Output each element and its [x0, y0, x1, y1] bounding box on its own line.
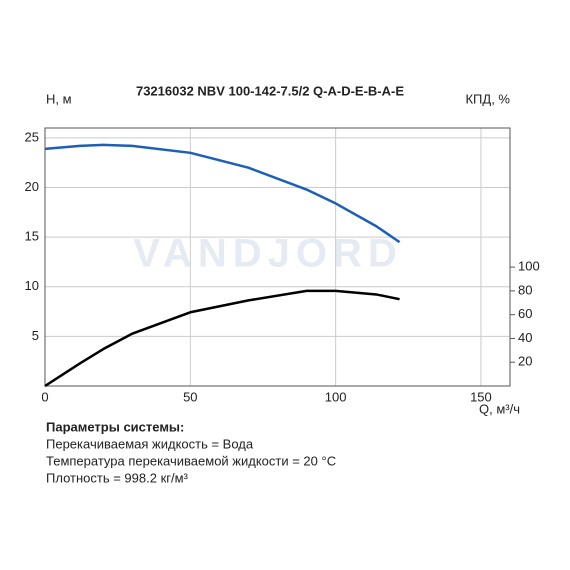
note: Параметры системы:: [46, 419, 184, 434]
y-tick-label: 5: [32, 328, 39, 343]
y-tick-label: 15: [25, 229, 39, 244]
y-axis-label: H, м: [46, 91, 72, 106]
curve: [44, 289, 400, 388]
y2-tick-label: 80: [518, 282, 532, 297]
x-tick-label: 100: [325, 389, 347, 404]
y-tick-label: 10: [25, 278, 39, 293]
x-tick-label: 0: [41, 389, 48, 404]
x-tick-label: 150: [470, 389, 492, 404]
y2-tick-label: 100: [518, 259, 540, 274]
note: Перекачиваемая жидкость = Вода: [46, 436, 254, 451]
x-tick-label: 50: [183, 389, 197, 404]
note: Температура перекачиваемой жидкости = 20…: [46, 453, 336, 468]
y-tick-label: 25: [25, 129, 39, 144]
watermark: VANDJORD: [133, 232, 403, 276]
y2-tick-label: 20: [518, 354, 532, 369]
y-tick-label: 20: [25, 179, 39, 194]
y2-tick-label: 40: [518, 330, 532, 345]
y2-axis-label: КПД, %: [465, 91, 510, 106]
curve: [44, 143, 401, 244]
y2-tick-label: 60: [518, 306, 532, 321]
x-axis-label: Q, м³/ч: [479, 401, 520, 416]
plot-frame: [44, 127, 511, 387]
chart-title: 73216032 NBV 100-142-7.5/2 Q-A-D-E-B-A-E: [136, 83, 404, 98]
note: Плотность = 998.2 кг/м³: [46, 470, 189, 485]
